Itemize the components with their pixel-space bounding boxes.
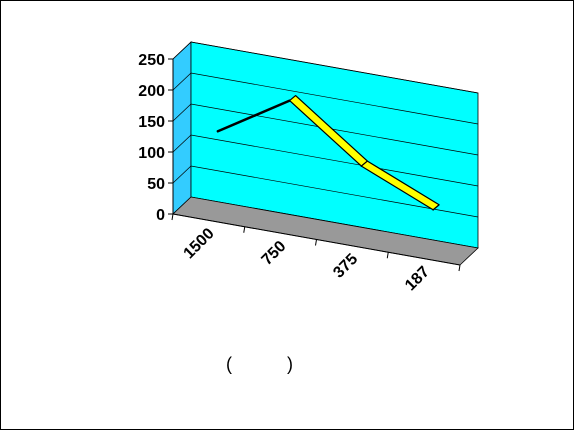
x-tick-mark-4 bbox=[458, 264, 461, 272]
side-wall bbox=[172, 41, 192, 215]
data-point-1 bbox=[288, 99, 291, 102]
gridline-5 bbox=[172, 41, 479, 94]
gridline-3 bbox=[172, 103, 479, 156]
x-tick-label-2: 375 bbox=[330, 251, 361, 282]
y-tick-label-4: 200 bbox=[138, 83, 165, 100]
data-point-0 bbox=[217, 130, 219, 133]
series-end-cap bbox=[432, 204, 440, 211]
data-point-2 bbox=[360, 165, 363, 167]
x-tick-mark-2 bbox=[315, 239, 317, 246]
caption-open-paren: ( bbox=[226, 354, 232, 374]
gridline-1 bbox=[172, 165, 479, 218]
series-segment-0 bbox=[216, 99, 291, 133]
x-tick-label-1: 750 bbox=[259, 238, 290, 269]
caption-close-paren: ) bbox=[287, 354, 293, 374]
x-tick-mark-0 bbox=[171, 213, 174, 221]
y-tick-label-5: 250 bbox=[138, 52, 165, 69]
x-tick-label-3: 187 bbox=[402, 263, 433, 294]
x-tick-mark-3 bbox=[386, 252, 389, 259]
x-tick-label-0: 1500 bbox=[181, 225, 218, 262]
data-point-3 bbox=[432, 209, 434, 211]
y-tick-label-3: 150 bbox=[138, 114, 165, 131]
y-tick-label-1: 50 bbox=[147, 176, 165, 193]
y-tick-label-2: 100 bbox=[138, 145, 165, 162]
gridline-2 bbox=[172, 134, 479, 187]
gridline-4 bbox=[172, 72, 479, 125]
x-tick-mark-1 bbox=[243, 226, 246, 233]
y-tick-label-0: 0 bbox=[156, 207, 165, 224]
